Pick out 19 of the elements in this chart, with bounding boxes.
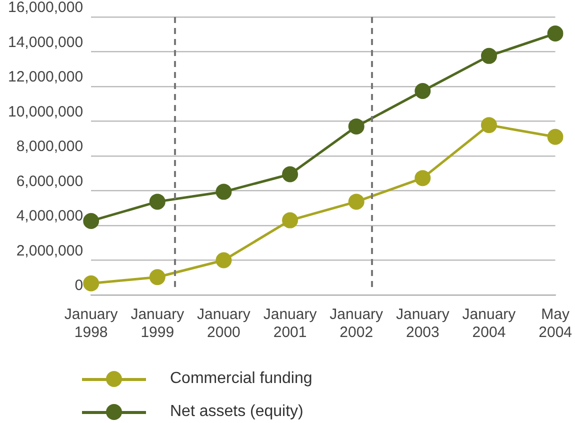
y-tick-label: 0 xyxy=(74,277,84,294)
legend-label: Net assets (equity) xyxy=(170,402,304,420)
y-tick-label: 6,000,000 xyxy=(16,172,84,190)
x-tick-label: January 1999 xyxy=(130,306,185,342)
y-tick-label: 12,000,000 xyxy=(8,68,84,86)
y-tick-label: 2,000,000 xyxy=(16,242,84,260)
x-tick-label: January 2001 xyxy=(263,306,318,342)
y-tick-label: 14,000,000 xyxy=(8,34,84,51)
legend-label: Commercial funding xyxy=(170,370,312,388)
x-tick-label: January 2003 xyxy=(396,306,450,342)
x-tick-label: May 2004 xyxy=(538,306,572,342)
x-tick-label: January 2000 xyxy=(197,306,251,342)
y-tick-label: 16,000,000 xyxy=(8,0,84,16)
x-tick-label: January 1998 xyxy=(64,306,118,342)
x-tick-label: January 2002 xyxy=(330,306,384,342)
x-tick-label: January 2004 xyxy=(462,306,516,342)
y-tick-label: 10,000,000 xyxy=(8,103,84,120)
y-tick-label: 8,000,000 xyxy=(16,138,84,156)
y-tick-label: 4,000,000 xyxy=(16,208,84,225)
